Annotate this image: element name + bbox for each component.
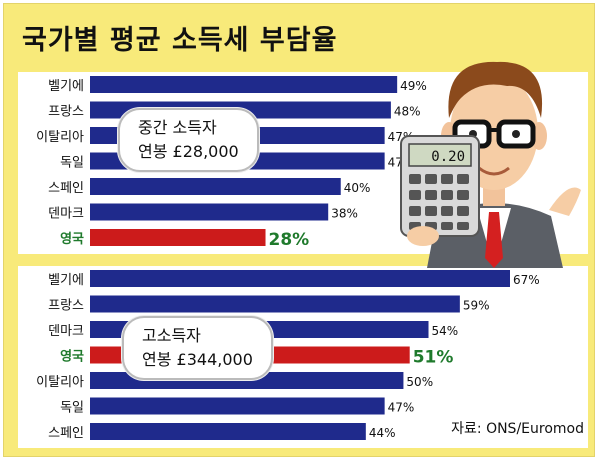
middle-income-note: 중간 소득자 연봉 £28,000 — [118, 108, 259, 172]
category-label: 스페인 — [48, 181, 84, 196]
highlight-bar — [90, 229, 266, 246]
infographic-frame: 국가별 평균 소득세 부담율 벨기에49%프랑스48%이탈리아47%독일47%스… — [3, 3, 595, 457]
category-label: 벨기에 — [48, 273, 84, 288]
middle-income-note-line2: 연봉 £28,000 — [138, 142, 239, 161]
middle-income-note-line1: 중간 소득자 — [138, 118, 217, 137]
category-label: 덴마크 — [48, 207, 84, 222]
value-label: 49% — [400, 79, 427, 93]
bar — [90, 76, 398, 93]
category-label: 이탈리아 — [36, 375, 84, 390]
calculator-display: 0.20 — [431, 149, 465, 165]
category-label: 독일 — [60, 156, 84, 171]
value-label: 59% — [463, 299, 490, 313]
value-label: 44% — [369, 426, 396, 440]
high-income-panel: 벨기에 67% 프랑스 59% 덴마크 54% 영국 51% 이탈리아 50% 독일 47% 스페인 44… — [18, 266, 588, 448]
high-income-note-line2: 연봉 £344,000 — [142, 350, 253, 369]
bar — [90, 295, 460, 313]
bar — [90, 178, 341, 195]
category-label: 프랑스 — [48, 105, 84, 120]
source-note: 자료: ONS/Euromod — [451, 421, 584, 437]
category-label: 영국 — [60, 232, 84, 247]
value-label: 40% — [344, 181, 371, 195]
category-label: 독일 — [60, 401, 84, 416]
category-label: 영국 — [60, 350, 84, 365]
category-label: 프랑스 — [48, 299, 84, 314]
category-label: 벨기에 — [48, 79, 84, 94]
value-label: 47% — [388, 401, 415, 415]
category-label: 덴마크 — [48, 324, 84, 339]
bar — [90, 270, 510, 287]
bar — [90, 203, 329, 221]
high-income-note: 고소득자 연봉 £344,000 — [122, 316, 273, 380]
chart-title: 국가별 평균 소득세 부담율 — [22, 25, 338, 56]
high-income-note-line1: 고소득자 — [142, 326, 201, 345]
value-label: 28% — [269, 230, 310, 250]
value-label: 54% — [432, 324, 459, 338]
category-label: 스페인 — [48, 426, 84, 441]
value-label: 67% — [513, 273, 540, 287]
value-label: 48% — [394, 105, 421, 119]
value-label: 38% — [331, 207, 358, 221]
businessman-with-calculator-icon: 0.20 — [400, 61, 581, 268]
bar — [90, 423, 366, 440]
value-label: 51% — [413, 348, 454, 368]
value-label: 50% — [406, 375, 433, 389]
category-label: 이탈리아 — [36, 130, 84, 145]
bar — [90, 397, 385, 415]
